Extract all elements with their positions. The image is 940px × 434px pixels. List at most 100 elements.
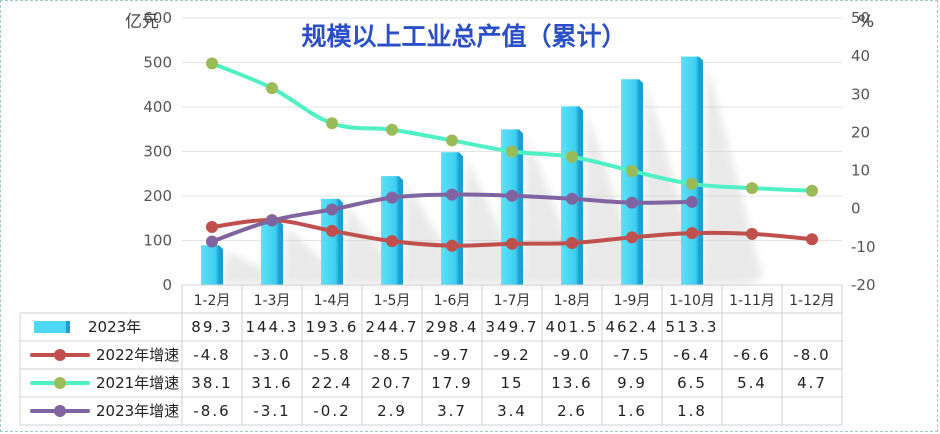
line-point: [386, 191, 398, 204]
data-label: 2.9: [377, 402, 407, 420]
line-point: [746, 227, 758, 240]
right-axis-tick: 40: [851, 47, 870, 65]
legend-marker-swatch: [54, 349, 66, 361]
data-label: 89.3: [191, 318, 232, 336]
category-label: 1-10月: [669, 293, 715, 309]
line-point: [206, 221, 218, 234]
line-point: [506, 237, 518, 250]
category-label: 1-9月: [614, 293, 651, 309]
line-point: [386, 235, 398, 248]
legend-marker-swatch: [54, 405, 66, 417]
data-label: 349.7: [486, 318, 539, 336]
data-label: 22.4: [311, 374, 352, 392]
legend-bar-swatch: [34, 321, 70, 333]
bar-side: [459, 152, 463, 285]
left-axis-unit: 亿元: [125, 12, 159, 32]
line-point: [686, 177, 698, 190]
bar: [321, 198, 339, 285]
line-point: [566, 237, 578, 250]
data-label: -8.5: [373, 346, 410, 364]
legend-label: 2023年增速: [96, 402, 179, 420]
data-label: 9.9: [617, 374, 647, 392]
line-point: [506, 189, 518, 202]
line-point: [446, 188, 458, 201]
line-point: [806, 233, 818, 246]
left-axis-tick: 300: [143, 143, 172, 161]
data-label: 15: [500, 374, 523, 392]
data-label: 244.7: [366, 318, 419, 336]
category-label: 1-4月: [314, 293, 351, 309]
left-axis-tick: 600: [143, 9, 172, 27]
data-label: -6.6: [733, 346, 770, 364]
data-label: -9.2: [493, 346, 530, 364]
data-label: 401.5: [546, 318, 599, 336]
right-axis-tick: -20: [851, 276, 876, 294]
data-label: -9.7: [433, 346, 470, 364]
bar-side: [519, 129, 523, 285]
line-point: [626, 164, 638, 177]
right-axis-tick: 0: [851, 200, 861, 218]
legend-bar-swatch-side: [66, 321, 70, 333]
data-label: 3.7: [437, 402, 467, 420]
data-label: 193.6: [306, 318, 359, 336]
bar-side: [639, 79, 643, 286]
bar-side: [219, 245, 223, 285]
category-label: 1-3月: [254, 293, 291, 309]
data-label: -4.8: [193, 346, 230, 364]
line-point: [686, 227, 698, 240]
legend-label: 2021年增速: [96, 374, 179, 392]
bar: [681, 56, 699, 286]
line-point: [326, 117, 338, 130]
data-label: 20.7: [371, 374, 412, 392]
data-label: -5.8: [313, 346, 350, 364]
line-point: [266, 214, 278, 227]
data-label: 4.7: [797, 374, 827, 392]
line-point: [626, 231, 638, 244]
bar: [201, 245, 219, 285]
legend-label: 2022年增速: [96, 346, 179, 364]
left-axis-tick: 400: [143, 98, 172, 116]
data-label: 5.4: [737, 374, 767, 392]
bar-side: [699, 56, 703, 286]
left-axis-tick: 200: [143, 187, 172, 205]
line-point: [806, 184, 818, 197]
data-label: 513.3: [666, 318, 719, 336]
line-point: [446, 239, 458, 252]
left-axis-tick: 500: [143, 54, 172, 72]
right-axis-tick: 30: [851, 85, 870, 103]
data-label: 2.6: [557, 402, 587, 420]
data-label: 298.4: [426, 318, 479, 336]
right-axis-unit: %: [858, 12, 874, 32]
line-point: [206, 57, 218, 70]
data-label: 462.4: [606, 318, 659, 336]
right-axis-tick: 20: [851, 123, 870, 141]
data-label: -3.1: [253, 402, 290, 420]
data-label: -0.2: [313, 402, 350, 420]
category-label: 1-2月: [194, 293, 231, 309]
bar: [381, 176, 399, 285]
data-label: -8.0: [793, 346, 830, 364]
category-label: 1-7月: [494, 293, 531, 309]
right-axis-tick: 10: [851, 162, 870, 180]
line-point: [326, 203, 338, 216]
bar: [621, 79, 639, 286]
data-label: -9.0: [553, 346, 590, 364]
line-point: [566, 192, 578, 205]
data-label: -8.6: [193, 402, 230, 420]
data-label: 6.5: [677, 374, 707, 392]
right-axis-tick: 50: [851, 9, 870, 27]
data-label: -7.5: [613, 346, 650, 364]
right-axis-tick: -10: [851, 238, 876, 256]
data-label: 144.3: [246, 318, 299, 336]
bar-side: [399, 176, 403, 285]
data-label: 1.6: [617, 402, 647, 420]
line-point: [386, 123, 398, 136]
category-label: 1-12月: [789, 293, 835, 309]
bar: [441, 152, 459, 285]
line-point: [566, 150, 578, 163]
category-label: 1-5月: [374, 293, 411, 309]
data-label: -6.4: [673, 346, 710, 364]
bar: [261, 220, 279, 285]
